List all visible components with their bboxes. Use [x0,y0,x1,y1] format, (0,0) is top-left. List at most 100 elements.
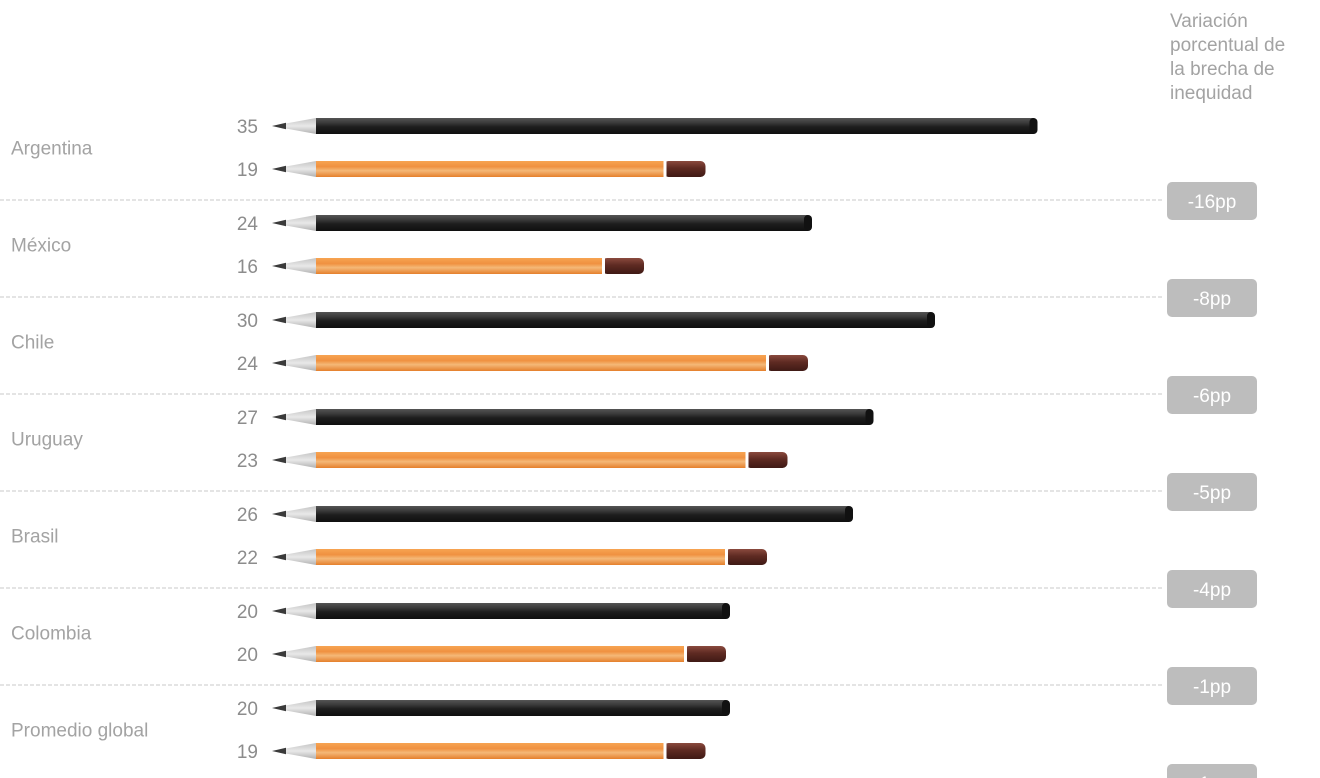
pencil-point [272,413,286,421]
pencil-bar [316,118,1034,134]
category-label: Colombia [11,624,92,645]
pencil-eraser [745,452,788,468]
category-label: Promedio global [11,721,148,742]
pencil-bar [316,506,849,522]
pencil-ferrule [745,451,749,469]
pencil-tip [272,549,316,565]
pencil-end [927,312,935,328]
pencil-tip [272,215,316,231]
pencil-point [272,165,286,173]
pencil-tip [272,700,316,716]
pencil-tip [272,258,316,274]
variation-badge [1167,279,1257,317]
variation-title-line: inequidad [1170,83,1253,104]
pencil-ferrule [684,645,687,663]
pencil-tip [272,452,316,468]
variation-column-title: Variación porcentual de la brecha de ine… [1170,10,1320,106]
pencil-point [272,510,286,518]
pencil-end [1029,118,1038,134]
pencil-bar [316,161,664,177]
variation-badge [1167,667,1257,705]
category-label: Argentina [11,139,93,160]
variation-badge-label: -4pp [1193,580,1231,601]
variation-badge [1167,764,1257,778]
value-label: 19 [237,742,258,763]
value-label: 30 [237,311,258,332]
pencil-bar [316,452,746,468]
pencil-tip [272,312,316,328]
pencil-bar [316,312,931,328]
pencil-bar [316,743,664,759]
variation-badge [1167,473,1257,511]
category-label: Chile [11,333,54,354]
pencil-point [272,262,286,270]
pencil-bar [316,258,602,274]
variation-badge-label: -1pp [1193,774,1231,778]
pencil-bar [316,700,726,716]
variation-badge [1167,570,1257,608]
variation-title-line: Variación [1170,11,1248,32]
value-label: 20 [237,602,258,623]
pencil-bar [316,603,726,619]
value-label: 20 [237,645,258,666]
pencil-end [722,700,730,716]
pencil-end [865,409,874,425]
pencil-bar [316,409,870,425]
value-label: 24 [237,214,259,235]
value-label: 27 [237,408,258,429]
value-label: 24 [237,354,259,375]
pencil-ferrule [602,257,605,275]
pencil-point [272,122,286,130]
pencil-eraser [725,549,767,565]
pencil-tip [272,743,316,759]
category-label: Brasil [11,527,59,548]
pencil-bar [316,215,808,231]
pencil-end [804,215,812,231]
pencil-point [272,747,286,755]
value-label: 35 [237,117,258,138]
category-label: Uruguay [11,430,83,451]
variation-badge-label: -6pp [1193,386,1231,407]
variation-badge-label: -5pp [1193,483,1231,504]
pencil-point [272,219,286,227]
variation-badge-label: -16pp [1188,192,1237,213]
pencil-tip [272,506,316,522]
category-label: México [11,236,71,257]
variation-badge-label: -8pp [1193,289,1231,310]
pencil-tip [272,161,316,177]
variation-title-line: porcentual de [1170,35,1286,56]
pencil-end [722,603,730,619]
pencil-point [272,316,286,324]
variation-title-line: la brecha de [1170,59,1275,80]
value-label: 23 [237,451,258,472]
pencil-bar [316,549,725,565]
value-label: 20 [237,699,258,720]
pencil-end [845,506,853,522]
pencil-tip [272,355,316,371]
pencil-point [272,704,286,712]
pencil-point [272,553,286,561]
value-label: 22 [237,548,258,569]
pencil-point [272,359,286,367]
pencil-ferrule [725,548,728,566]
pencil-eraser [663,743,706,759]
variation-badge [1167,182,1257,220]
pencil-point [272,607,286,615]
variation-badge-label: -1pp [1193,677,1231,698]
pencil-eraser [684,646,726,662]
pencil-tip [272,118,316,134]
pencil-tip [272,603,316,619]
pencil-eraser [602,258,644,274]
value-label: 26 [237,505,258,526]
pencil-eraser [663,161,706,177]
pencil-ferrule [766,354,769,372]
value-label: 16 [237,257,258,278]
value-label: 19 [237,160,258,181]
pencil-tip [272,409,316,425]
pencil-ferrule [663,160,667,178]
pencil-ferrule [663,742,667,760]
pencil-bar [316,355,766,371]
pencil-point [272,650,286,658]
pencil-tip [272,646,316,662]
